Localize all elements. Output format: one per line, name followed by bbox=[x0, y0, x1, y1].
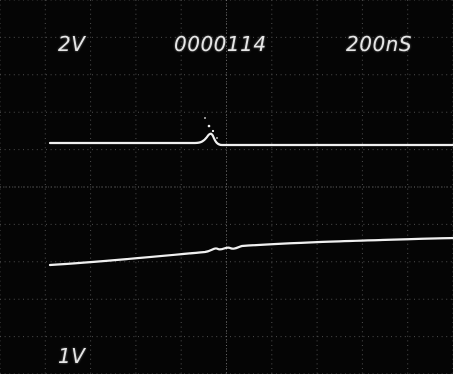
channel-2-trace bbox=[48, 236, 453, 267]
counter-readout: 0000114 bbox=[174, 32, 267, 56]
channel-1-glitch-dots bbox=[204, 117, 218, 139]
channel-1-scale-readout: 2V bbox=[58, 32, 86, 56]
timebase-readout: 200nS bbox=[346, 32, 413, 56]
channel-1-trace bbox=[48, 132, 453, 147]
channel-2-scale-readout: 1V bbox=[58, 344, 86, 368]
